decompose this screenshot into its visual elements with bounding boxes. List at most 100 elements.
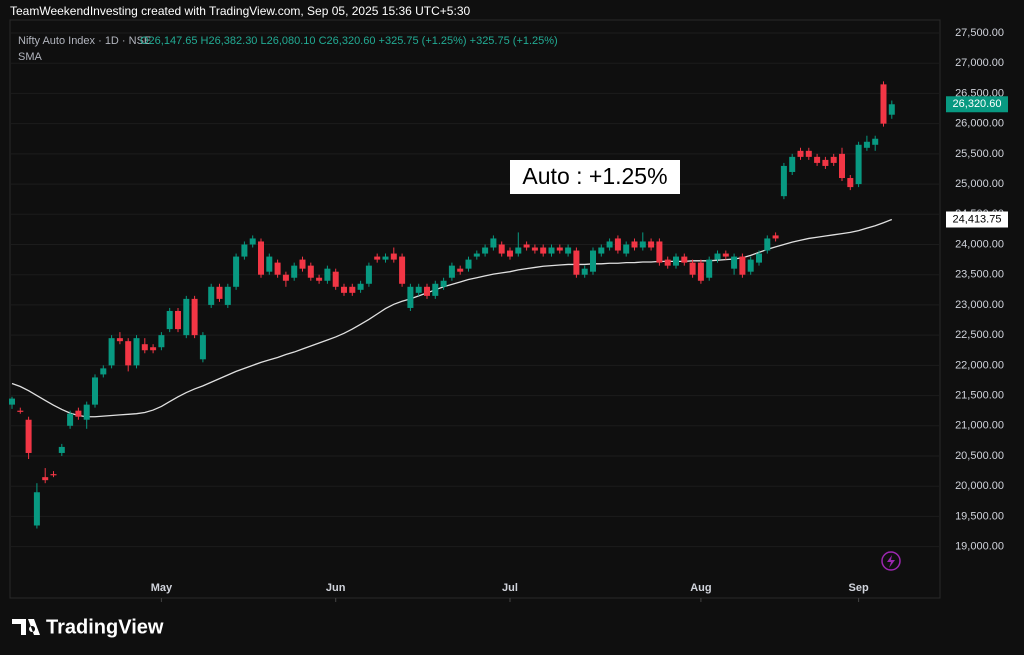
- candle-body: [183, 298, 190, 336]
- candle-body: [805, 150, 812, 157]
- candle-body: [216, 286, 223, 299]
- candle-body: [606, 241, 613, 248]
- candle-body: [432, 283, 439, 296]
- candle-body: [814, 156, 821, 163]
- candle-body: [631, 241, 638, 248]
- candle-body: [67, 413, 74, 426]
- candle-body: [307, 265, 314, 278]
- ohlc-legend: O26,147.65 H26,382.30 L26,080.10 C26,320…: [140, 35, 558, 47]
- y-tick-label: 19,000.00: [955, 541, 1004, 553]
- candle-body: [316, 277, 323, 281]
- candle-body: [839, 153, 845, 179]
- candle-body: [673, 256, 679, 266]
- y-tick-label: 24,000.00: [955, 238, 1004, 250]
- candle-body: [42, 477, 49, 481]
- candle-body: [100, 368, 107, 375]
- candle-body: [266, 256, 273, 272]
- candle-body: [166, 310, 173, 330]
- candle-body: [92, 377, 98, 405]
- candle-body: [681, 256, 688, 263]
- y-tick-label: 21,000.00: [955, 420, 1004, 432]
- candle-body: [357, 283, 364, 290]
- candle-body: [141, 344, 148, 351]
- candle-body: [515, 247, 522, 254]
- y-tick-label: 25,500.00: [955, 148, 1004, 160]
- indicator-label: SMA: [18, 51, 43, 63]
- candle-body: [523, 244, 530, 248]
- candle-body: [507, 250, 513, 257]
- candle-body: [233, 256, 240, 287]
- candle-body: [382, 256, 389, 260]
- candle-body: [714, 253, 721, 260]
- x-tick-label: Jul: [502, 582, 518, 594]
- candle-body: [116, 338, 123, 342]
- candle-body: [772, 235, 779, 239]
- candle-body: [556, 247, 563, 251]
- candle-body: [365, 265, 372, 284]
- candle-body: [224, 286, 231, 305]
- candle-body: [731, 256, 738, 269]
- candle-body: [291, 265, 298, 278]
- candle-body: [648, 241, 655, 248]
- candle-body: [581, 268, 588, 275]
- x-tick-label: May: [151, 582, 173, 594]
- brand: TradingView: [46, 616, 164, 638]
- candle-body: [706, 259, 713, 278]
- y-tick-label: 23,500.00: [955, 269, 1004, 281]
- candle-body: [590, 250, 596, 272]
- candle-body: [75, 410, 82, 417]
- candle-body: [208, 286, 215, 305]
- caption: TeamWeekendInvesting created with Tradin…: [10, 4, 470, 18]
- y-tick-label: 23,000.00: [955, 299, 1004, 311]
- candle-body: [199, 335, 206, 360]
- candle-body: [33, 492, 40, 526]
- x-tick-label: Sep: [849, 582, 869, 594]
- candle-body: [623, 244, 630, 254]
- candle-body: [448, 265, 455, 278]
- y-tick-label: 20,000.00: [955, 480, 1004, 492]
- candle-body: [83, 404, 90, 420]
- y-tick-label: 22,000.00: [955, 359, 1004, 371]
- y-tick-label: 21,500.00: [955, 389, 1004, 401]
- y-tick-label: 20,500.00: [955, 450, 1004, 462]
- symbol: Nifty Auto Index · 1D · NSE: [18, 35, 151, 47]
- candle-body: [424, 286, 430, 296]
- candle-body: [349, 286, 356, 293]
- candle-body: [482, 247, 489, 254]
- candle-body: [598, 247, 605, 254]
- sma-price-tag: [946, 211, 1008, 228]
- y-tick-label: 19,500.00: [955, 510, 1004, 522]
- candle-body: [565, 247, 572, 254]
- candle-body: [739, 256, 746, 275]
- candle-body: [274, 262, 281, 275]
- candle-body: [158, 335, 165, 348]
- y-tick-label: 27,000.00: [955, 57, 1004, 69]
- candle-body: [415, 286, 422, 293]
- candle-body: [150, 347, 157, 351]
- candle-body: [531, 247, 538, 251]
- candle-body: [341, 286, 347, 293]
- x-tick-label: Aug: [690, 582, 711, 594]
- candle-body: [847, 178, 854, 188]
- candle-body: [282, 274, 289, 281]
- candle-body: [747, 259, 754, 272]
- candle-body: [440, 280, 447, 287]
- candle-body: [191, 298, 198, 336]
- candle-body: [125, 341, 132, 366]
- candle-body: [332, 271, 339, 287]
- candle-body: [465, 259, 472, 269]
- candle-body: [108, 338, 115, 366]
- alert-icon[interactable]: [881, 551, 901, 571]
- y-tick-label: 27,500.00: [955, 27, 1004, 39]
- candle-body: [390, 253, 397, 260]
- y-tick-label: 22,500.00: [955, 329, 1004, 341]
- candle-body: [457, 268, 464, 272]
- candle-body: [374, 256, 381, 260]
- candle-body: [722, 253, 729, 257]
- candle-body: [822, 159, 829, 166]
- candle-body: [299, 259, 306, 269]
- candle-body: [780, 165, 787, 197]
- candle-body: [9, 398, 15, 405]
